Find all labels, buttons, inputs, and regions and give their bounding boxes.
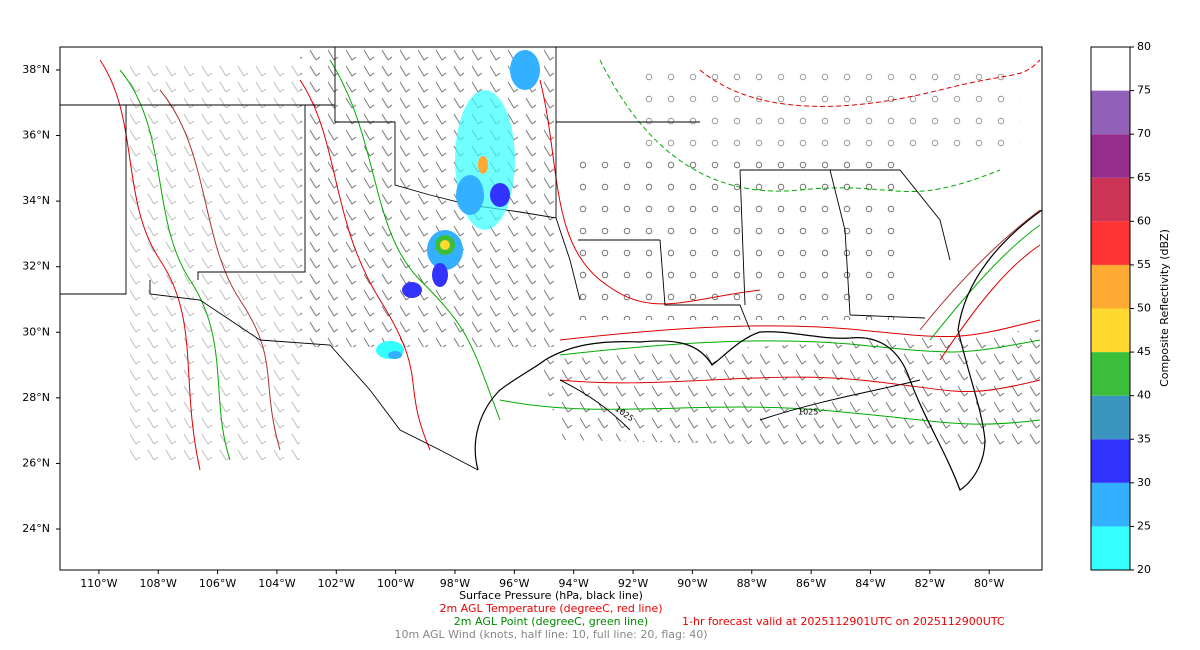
y-tick-label: 34°N xyxy=(22,194,50,207)
calm-winds xyxy=(640,60,1020,160)
caption-pressure: Surface Pressure (hPa, black line) xyxy=(459,589,643,602)
x-tick-label: 104°W xyxy=(258,577,295,590)
x-tick-label: 108°W xyxy=(140,577,177,590)
borders xyxy=(60,47,951,471)
x-tick-label: 96°W xyxy=(499,577,529,590)
caption-wind: 10m AGL Wind (knots, half line: 10, full… xyxy=(394,628,707,641)
y-tick-label: 26°N xyxy=(22,456,50,469)
y-tick-label: 28°N xyxy=(22,391,50,404)
colorbar-bin xyxy=(1091,352,1130,396)
map-frame xyxy=(59,46,1043,571)
colorbar-bin xyxy=(1091,308,1130,353)
map-layers xyxy=(60,47,1042,491)
colorbar-tick-label: 55 xyxy=(1137,258,1151,271)
wind-barbs xyxy=(130,60,300,460)
wind-barbs xyxy=(540,330,1040,450)
contour-label: 1025 xyxy=(798,408,818,417)
x-tick-label: 102°W xyxy=(318,577,355,590)
x-tick-label: 94°W xyxy=(559,577,589,590)
colorbar-tick-label: 80 xyxy=(1137,40,1151,53)
y-tick-label: 24°N xyxy=(22,522,50,535)
x-tick-label: 80°W xyxy=(974,577,1004,590)
coastline xyxy=(474,209,1042,491)
colorbar-tick-label: 30 xyxy=(1137,476,1151,489)
colorbar-bin xyxy=(1091,47,1130,91)
x-tick-label: 86°W xyxy=(796,577,826,590)
caption-temperature: 2m AGL Temperature (degreeC, red line) xyxy=(439,602,662,615)
colorbar-bin xyxy=(1091,526,1130,570)
colorbar-bin xyxy=(1091,221,1130,265)
contours xyxy=(99,59,1041,471)
x-tick-label: 110°W xyxy=(80,577,117,590)
x-tick-label: 92°W xyxy=(618,577,648,590)
x-tick-label: 88°W xyxy=(737,577,767,590)
x-tick-label: 84°W xyxy=(855,577,885,590)
colorbar-tick-label: 35 xyxy=(1137,432,1151,445)
colorbar-bin xyxy=(1091,264,1130,309)
caption-forecast: 1-hr forecast valid at 2025112901UTC on … xyxy=(682,615,1005,628)
colorbar-tick-label: 45 xyxy=(1137,345,1151,358)
colorbar-tick-label: 20 xyxy=(1137,563,1151,576)
colorbar-tick-label: 70 xyxy=(1137,127,1151,140)
colorbar-label: Composite Reflectivity (dBZ) xyxy=(1158,229,1171,387)
colorbar-tick-label: 60 xyxy=(1137,214,1151,227)
colorbar-bin xyxy=(1091,482,1130,527)
caption-dewpoint: 2m AGL Point (degreeC, green line) xyxy=(454,615,648,628)
reflectivity xyxy=(376,50,540,359)
colorbar-tick-label: 40 xyxy=(1137,389,1151,402)
colorbar-tick-label: 50 xyxy=(1137,302,1151,315)
x-tick-label: 100°W xyxy=(377,577,414,590)
calm-winds xyxy=(570,150,900,320)
y-tick-label: 30°N xyxy=(22,325,50,338)
x-tick-label: 82°W xyxy=(915,577,945,590)
colorbar-bin xyxy=(1091,134,1130,178)
colorbar-bin xyxy=(1091,90,1130,135)
x-tick-label: 90°W xyxy=(677,577,707,590)
colorbar-tick-label: 75 xyxy=(1137,84,1151,97)
colorbar-tick-label: 25 xyxy=(1137,519,1151,532)
colorbar-bin xyxy=(1091,439,1130,483)
colorbar-bin xyxy=(1091,395,1130,440)
y-tick-label: 32°N xyxy=(22,260,50,273)
colorbar-bin xyxy=(1091,177,1130,222)
x-tick-label: 98°W xyxy=(440,577,470,590)
y-tick-label: 36°N xyxy=(22,129,50,142)
colorbar-tick-label: 65 xyxy=(1137,171,1151,184)
wind-barbs xyxy=(300,47,560,347)
y-tick-label: 38°N xyxy=(22,63,50,76)
x-tick-label: 106°W xyxy=(199,577,236,590)
